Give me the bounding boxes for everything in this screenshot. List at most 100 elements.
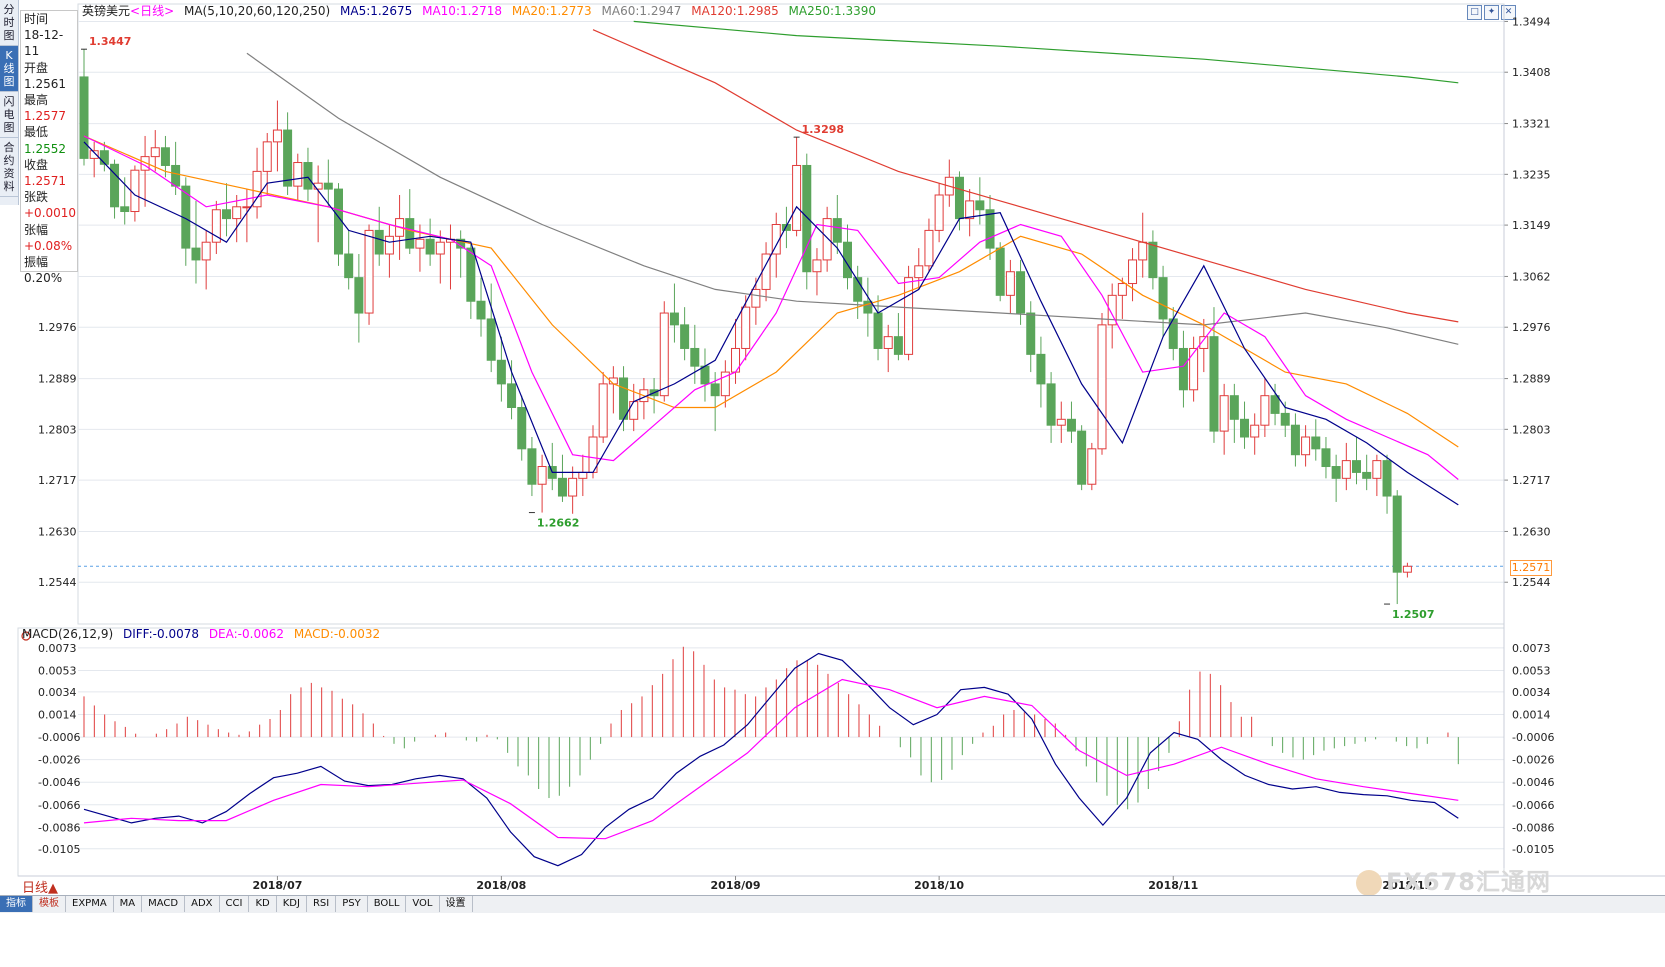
macd-diff-line <box>83 652 1459 867</box>
macd-dea-line <box>83 678 1459 840</box>
macd-tick-label-left: -0.0066 <box>38 799 80 812</box>
candle-body <box>1189 347 1199 391</box>
candle-body <box>1036 353 1046 385</box>
candle-body <box>517 406 527 450</box>
candle-body <box>904 277 914 355</box>
tab-indicator[interactable]: 指标 <box>0 896 33 912</box>
tab-kline-chart[interactable]: K线图 <box>0 46 18 92</box>
candle-body <box>364 229 374 314</box>
chart-window-buttons: □ ✦ ✕ <box>1467 3 1518 20</box>
tab-macd[interactable]: MACD <box>142 896 186 912</box>
tab-settings[interactable]: 设置 <box>440 896 473 912</box>
date-tick-label: 2018/10 <box>914 879 964 892</box>
price-tick-label-right: 1.2717 <box>1512 474 1551 487</box>
candle-body <box>741 306 751 349</box>
high-value: 1.2577 <box>24 109 66 124</box>
candle-body <box>1402 565 1412 573</box>
price-tick-label-left: 1.2717 <box>38 474 77 487</box>
candle-body <box>201 241 211 261</box>
tab-time-chart[interactable]: 分时图 <box>0 0 18 46</box>
macd-tick-label-left: 0.0014 <box>38 708 77 721</box>
fx678-logo-icon <box>1356 870 1382 896</box>
candle-body <box>924 229 934 267</box>
candle-body <box>527 448 537 485</box>
candle-body <box>853 277 863 302</box>
price-tick-label-right: 1.3062 <box>1512 270 1551 283</box>
candle-body <box>975 200 985 211</box>
candle-body <box>1117 283 1127 296</box>
candle-body <box>171 164 181 187</box>
settings-icon[interactable]: ✦ <box>1484 5 1499 20</box>
candle-body <box>1270 395 1280 414</box>
candle-body <box>120 206 130 213</box>
candle-body <box>272 129 282 143</box>
ma-line-ma120 <box>592 29 1459 323</box>
watermark: FX678汇通网 <box>1356 862 1551 897</box>
candle-body <box>1077 430 1087 485</box>
candle-body <box>1087 448 1097 485</box>
candle-body <box>79 76 89 159</box>
tab-expma[interactable]: EXPMA <box>66 896 114 912</box>
candle-body <box>1311 436 1321 450</box>
candle-body <box>883 336 893 349</box>
change-label: 张跌 <box>24 190 49 205</box>
macd-tick-label-right: 0.0034 <box>1512 686 1551 699</box>
macd-tick-label-left: -0.0046 <box>38 776 80 789</box>
window-icon[interactable]: □ <box>1467 5 1482 20</box>
candle-body <box>751 288 761 308</box>
macd-tick-label-left: -0.0086 <box>38 821 80 834</box>
candle-body <box>619 377 629 420</box>
macd-tick-label-left: 0.0034 <box>38 686 77 699</box>
high-label: 最高 <box>24 93 49 108</box>
candle-body <box>700 365 710 385</box>
candle-body <box>873 312 883 349</box>
candle-body <box>1097 324 1107 450</box>
tab-vol[interactable]: VOL <box>406 896 440 912</box>
candle-body <box>568 477 578 497</box>
candle-body <box>110 163 120 208</box>
candle-body <box>211 209 221 243</box>
period-selector-button[interactable]: 日线▲ <box>22 881 58 896</box>
candle-body <box>1107 294 1117 326</box>
pct-label: 张幅 <box>24 222 49 237</box>
tab-adx[interactable]: ADX <box>185 896 220 912</box>
candle-body <box>323 182 333 190</box>
candle-body <box>822 218 832 261</box>
indicator-tab-bar: 指标 模板 EXPMA MA MACD ADX CCI KD KDJ RSI PSY BOLL VOL 设… <box>0 895 1665 913</box>
price-tick-label-left: 1.2630 <box>38 525 77 538</box>
price-chart[interactable]: 1.3494 1.3408 1.3321 1.3235 1.3149 1.3062 1.29… <box>0 0 1665 895</box>
tab-psy[interactable]: PSY <box>336 896 368 912</box>
tab-rsi[interactable]: RSI <box>307 896 337 912</box>
tab-ma[interactable]: MA <box>114 896 143 912</box>
candle-body <box>659 312 669 397</box>
candle-body <box>466 247 476 302</box>
candle-body <box>1005 271 1015 296</box>
amp-label: 振幅 <box>24 255 49 270</box>
tab-kdj[interactable]: KDJ <box>277 896 307 912</box>
candle-body <box>557 477 567 497</box>
candle-body <box>832 218 842 243</box>
macd-tick-label-left: -0.0006 <box>38 731 80 744</box>
candle-body <box>1229 395 1239 420</box>
macd-tick-label-right: 0.0073 <box>1512 642 1551 655</box>
tab-contract-info[interactable]: 合约资料 <box>0 138 18 197</box>
candle-body <box>374 229 384 255</box>
candle-body <box>680 324 690 349</box>
candle-body <box>1066 418 1076 432</box>
candle-body <box>1372 460 1382 479</box>
tab-flash-chart[interactable]: 闪电图 <box>0 92 18 138</box>
candle-body <box>598 383 608 438</box>
candle-body <box>283 129 293 187</box>
candle-body <box>1128 259 1138 285</box>
tab-template[interactable]: 模板 <box>33 896 66 912</box>
extreme-price-label: 1.2662 <box>537 517 579 530</box>
macd-tick-label-right: -0.0046 <box>1512 776 1554 789</box>
tab-boll[interactable]: BOLL <box>368 896 407 912</box>
ma-line-ma60 <box>246 52 1459 345</box>
close-icon[interactable]: ✕ <box>1501 5 1516 20</box>
tab-cci[interactable]: CCI <box>220 896 250 912</box>
candle-body <box>89 150 99 159</box>
candle-body <box>792 164 802 231</box>
candle-body <box>669 312 679 326</box>
tab-kd[interactable]: KD <box>249 896 277 912</box>
